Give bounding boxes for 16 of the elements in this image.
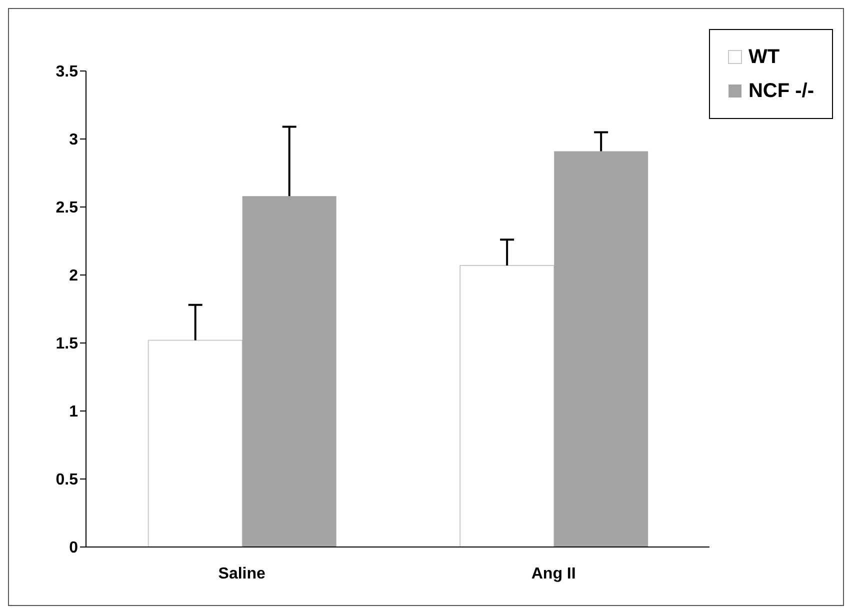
bar (460, 264, 555, 547)
bar (554, 151, 648, 547)
legend-label: WT (748, 45, 780, 70)
y-tick-label: 0 (69, 540, 78, 557)
x-tick-label: Ang II (531, 565, 576, 582)
y-tick-label: 2 (69, 268, 78, 285)
legend-label: NCF -/- (748, 79, 814, 104)
y-tick-label: 2.5 (56, 200, 78, 217)
y-tick-label: 3.5 (56, 64, 78, 81)
y-tick-label: 1 (69, 404, 78, 421)
y-tick-label: 0.5 (56, 472, 78, 489)
bar (148, 340, 243, 547)
y-tick-label: 3 (69, 132, 78, 149)
x-tick-label: Saline (218, 565, 266, 582)
y-tick-label: 1.5 (56, 336, 78, 353)
bar (242, 196, 336, 547)
